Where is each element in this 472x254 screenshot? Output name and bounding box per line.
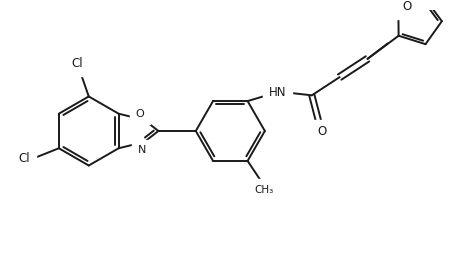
Text: CH₃: CH₃: [254, 185, 273, 195]
Text: O: O: [318, 125, 327, 138]
Text: Cl: Cl: [18, 152, 30, 165]
Text: Cl: Cl: [71, 57, 83, 70]
Text: HN: HN: [269, 86, 286, 99]
Text: O: O: [402, 0, 412, 13]
Text: O: O: [135, 109, 144, 119]
Text: N: N: [138, 145, 146, 155]
